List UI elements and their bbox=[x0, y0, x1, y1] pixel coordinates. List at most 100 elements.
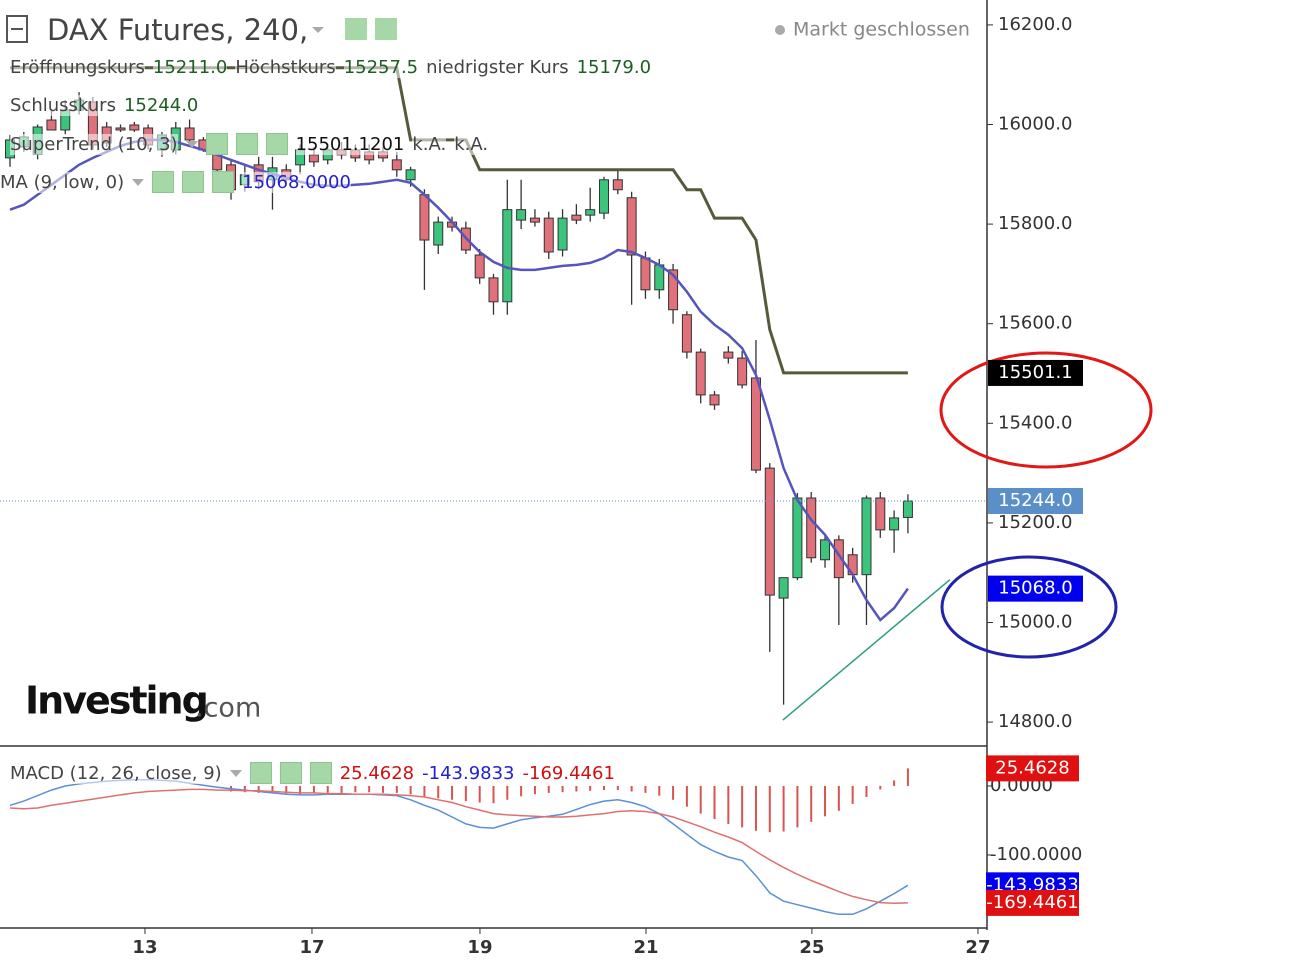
candle-body bbox=[737, 357, 748, 386]
candle-body bbox=[723, 351, 734, 359]
candle-body bbox=[612, 179, 623, 191]
price-tag bbox=[988, 487, 1083, 514]
ma-legend: MA (9, low, 0) 15068.0000 bbox=[0, 171, 351, 193]
candle-body bbox=[875, 497, 886, 531]
candle-body bbox=[184, 127, 195, 141]
remove-icon[interactable] bbox=[309, 762, 332, 784]
candle-body bbox=[516, 209, 527, 221]
price-tag bbox=[986, 889, 1079, 916]
annotation-red-ellipse bbox=[939, 351, 1153, 469]
legend-value: k.A. bbox=[412, 133, 447, 155]
title-dropdown[interactable] bbox=[312, 27, 324, 33]
candle-body bbox=[405, 169, 416, 181]
price-tag-label: 25.4628 bbox=[995, 757, 1069, 778]
candle-body bbox=[668, 269, 679, 311]
legend-label: Höchstkurs bbox=[235, 57, 336, 78]
candle-body bbox=[861, 497, 872, 576]
price-tag bbox=[988, 359, 1083, 386]
y-tick-label: 15600.0 bbox=[998, 313, 1072, 334]
series-line bbox=[9, 788, 908, 905]
legend-label: SuperTrend (10, 3) bbox=[10, 133, 178, 155]
x-tick-label: 21 bbox=[633, 937, 658, 958]
legend-value: 25.4628 bbox=[339, 762, 415, 784]
candle-body bbox=[543, 217, 554, 253]
y-tick-label: 16200.0 bbox=[998, 14, 1072, 35]
candle-body bbox=[599, 179, 610, 214]
settings-icon[interactable] bbox=[279, 762, 302, 784]
legend-value: 15244.0 bbox=[123, 95, 199, 116]
dropdown[interactable] bbox=[229, 769, 242, 777]
candle-body bbox=[391, 159, 402, 171]
candle-body bbox=[626, 197, 637, 256]
candle-body bbox=[889, 517, 900, 531]
legend-label: Schlusskurs bbox=[10, 95, 116, 116]
candle-body bbox=[129, 124, 140, 131]
settings-icon[interactable] bbox=[375, 18, 397, 40]
macd-legend: MACD (12, 26, close, 9) 25.4628 -143.983… bbox=[10, 762, 615, 784]
price-tag-label: 15501.1 bbox=[998, 362, 1072, 383]
price-tag bbox=[986, 755, 1079, 782]
legend-value: 15179.0 bbox=[576, 57, 652, 78]
supertrend-legend: SuperTrend (10, 3) 15501.1201 k.A. k.A. bbox=[10, 133, 489, 155]
collapse-icon[interactable] bbox=[6, 15, 28, 43]
legend-value: 15501.1201 bbox=[295, 133, 405, 155]
candle-body bbox=[778, 577, 789, 599]
candle-body bbox=[488, 277, 499, 303]
candle-body bbox=[792, 497, 803, 579]
candle-body bbox=[833, 539, 844, 579]
x-tick-label: 27 bbox=[965, 937, 990, 958]
price-tag-label: 15068.0 bbox=[998, 578, 1072, 599]
candle-body bbox=[902, 500, 913, 518]
eye-icon[interactable] bbox=[152, 171, 175, 193]
legend-value: k.A. bbox=[454, 133, 489, 155]
candle-body bbox=[115, 127, 126, 131]
y-tick-label: 15000.0 bbox=[998, 611, 1072, 632]
candle-body bbox=[46, 119, 57, 131]
candle-body bbox=[640, 257, 651, 291]
price-tag-label: 15244.0 bbox=[998, 490, 1072, 511]
candle-body bbox=[502, 209, 513, 303]
y-tick-label: -100.0000 bbox=[990, 844, 1082, 865]
y-tick-label: 14800.0 bbox=[998, 711, 1072, 732]
candle-body bbox=[681, 314, 692, 353]
candle-body bbox=[585, 209, 596, 216]
eye-icon[interactable] bbox=[249, 762, 272, 784]
legend-value: -143.9833 bbox=[422, 762, 515, 784]
x-tick-label: 19 bbox=[467, 937, 492, 958]
candle-body bbox=[308, 154, 319, 163]
y-tick-label: 15200.0 bbox=[998, 512, 1072, 533]
candle-body bbox=[695, 351, 706, 396]
dropdown[interactable] bbox=[185, 140, 198, 148]
legend-value: -169.4461 bbox=[522, 762, 615, 784]
candle-body bbox=[709, 394, 720, 406]
annotation-blue-ellipse bbox=[940, 555, 1118, 659]
legend-label: niedrigster Kurs bbox=[426, 57, 569, 78]
candle-body bbox=[750, 377, 761, 471]
y-tick-label: 15800.0 bbox=[998, 213, 1072, 234]
trend-line bbox=[782, 579, 951, 721]
legend-value: 15211.0 bbox=[152, 57, 228, 78]
candle-body bbox=[433, 221, 444, 246]
price-tag bbox=[988, 575, 1083, 602]
price-tag-label: -169.4461 bbox=[986, 892, 1078, 913]
chart-title: DAX Futures, 240, bbox=[47, 13, 308, 47]
x-tick-label: 17 bbox=[299, 937, 324, 958]
settings-icon[interactable] bbox=[235, 133, 258, 155]
remove-icon[interactable] bbox=[212, 171, 235, 193]
candle-body bbox=[764, 467, 775, 596]
settings-icon[interactable] bbox=[182, 171, 205, 193]
dropdown[interactable] bbox=[132, 178, 145, 186]
y-tick-label: 16000.0 bbox=[998, 113, 1072, 134]
remove-icon[interactable] bbox=[265, 133, 288, 155]
market-status: Markt geschlossen bbox=[793, 19, 970, 41]
candle-body bbox=[474, 254, 485, 279]
ohlc-legend: Eröffnungskurs 15211.0 Höchstkurs 15257.5 … bbox=[10, 57, 652, 78]
y-tick-label: 15400.0 bbox=[998, 412, 1072, 433]
eye-icon[interactable] bbox=[205, 133, 228, 155]
logo-brand: Investing bbox=[25, 679, 207, 723]
close-legend: Schlusskurs 15244.0 bbox=[10, 95, 199, 116]
legend-value: 15068.0000 bbox=[242, 171, 351, 193]
eye-icon[interactable] bbox=[345, 18, 367, 40]
candle-body bbox=[571, 214, 582, 221]
legend-label: MACD (12, 26, close, 9) bbox=[10, 762, 222, 784]
